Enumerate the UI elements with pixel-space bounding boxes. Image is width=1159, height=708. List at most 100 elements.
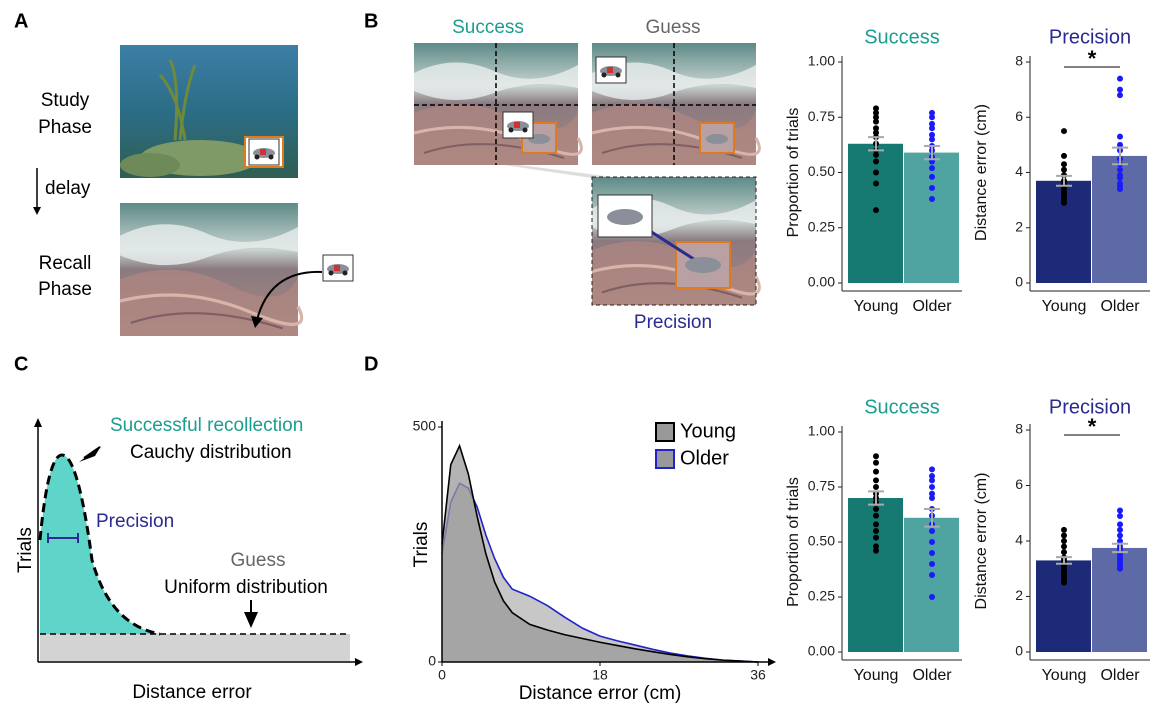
bar: [848, 498, 903, 652]
x-tick-label: 36: [750, 667, 766, 683]
y-tick-label: 2: [1015, 587, 1023, 603]
mixture-diagram: [34, 418, 363, 666]
diagram-label: Successful recollection: [110, 415, 303, 436]
y-tick-label: 0.25: [808, 588, 835, 604]
car-body: [607, 209, 643, 225]
bar: [848, 143, 903, 283]
car-body: [685, 257, 721, 273]
data-point: [929, 495, 935, 501]
diagram-label: Guess: [231, 550, 286, 571]
density-line: [441, 443, 759, 663]
data-point: [873, 109, 879, 116]
data-point: [929, 473, 935, 479]
data-point: [1061, 579, 1067, 586]
y-tick-label: 8: [1015, 421, 1023, 437]
data-point: [929, 572, 935, 578]
diagram-label: Uniform distribution: [164, 577, 328, 598]
delay-label: delay: [45, 178, 91, 199]
data-point: [873, 105, 879, 112]
data-point: [929, 594, 935, 600]
data-point: [1117, 538, 1123, 544]
data-point: [873, 114, 879, 121]
data-point: [929, 490, 935, 497]
error-bar: [1056, 556, 1072, 565]
arrow-head: [251, 316, 263, 328]
area-fill: [442, 483, 758, 662]
y-axis-label: Trials: [15, 527, 36, 573]
y-tick-label: 0.75: [808, 108, 835, 124]
x-axis-label: Distance error (cm): [519, 683, 682, 704]
y-tick-label: 0.00: [808, 274, 835, 290]
y-axis-label: Proportion of trials: [785, 108, 802, 238]
phase-label: Recall: [39, 253, 92, 274]
y-tick-label: 500: [413, 418, 437, 434]
data-point: [1061, 199, 1067, 206]
error-bar: [1112, 146, 1128, 166]
data-point: [1061, 161, 1067, 168]
arrow-head: [768, 658, 776, 666]
data-point: [873, 207, 879, 214]
legend-label: Older: [680, 447, 729, 469]
data-point: [873, 468, 879, 475]
error-bar: [924, 508, 940, 528]
data-point: [873, 151, 879, 158]
x-tick-label: 0: [438, 667, 446, 683]
image-title: Success: [452, 17, 524, 38]
error-bar: [924, 144, 940, 161]
y-axis-label: Trials: [411, 522, 432, 568]
data-point: [1061, 166, 1067, 173]
chart-title: Success: [864, 396, 940, 418]
data-point: [873, 512, 879, 519]
data-point: [1117, 532, 1123, 539]
bar: [904, 517, 959, 652]
car-icon: [595, 56, 627, 84]
data-point: [929, 484, 935, 490]
data-point: [873, 459, 879, 466]
x-tick-label: Older: [1100, 667, 1140, 684]
x-tick-label: Older: [912, 667, 952, 684]
data-point: [929, 114, 935, 121]
bar: [904, 152, 959, 283]
diagram-label: Precision: [96, 511, 174, 532]
study-image: [120, 45, 298, 178]
data-point: [873, 129, 879, 136]
data-point: [929, 539, 935, 545]
data-point: [929, 528, 935, 534]
significance-label: *: [1088, 414, 1097, 439]
data-point: [1117, 133, 1123, 140]
car-icon: [502, 111, 534, 139]
x-tick-label: Young: [854, 298, 899, 315]
panel-label: A: [14, 10, 28, 32]
data-point: [1117, 507, 1123, 514]
y-axis-label: Distance error (cm): [973, 473, 990, 610]
y-tick-label: 8: [1015, 53, 1023, 69]
data-point: [929, 173, 935, 180]
data-point: [1117, 526, 1123, 533]
data-point: [929, 466, 935, 473]
data-point: [929, 550, 935, 556]
x-axis-label: Distance error: [132, 682, 252, 703]
data-point: [1117, 92, 1123, 99]
image-title: Precision: [634, 312, 712, 333]
data-point: [873, 158, 879, 165]
y-tick-label: 0.25: [808, 218, 835, 234]
error-bar: [1056, 174, 1072, 187]
y-tick-label: 0: [1015, 643, 1023, 659]
data-point: [873, 534, 879, 541]
data-point: [1117, 166, 1123, 173]
significance-label: *: [1088, 46, 1097, 71]
phase-label: Phase: [38, 117, 92, 138]
data-point: [873, 453, 879, 460]
data-point: [929, 184, 935, 191]
data-point: [1117, 86, 1123, 93]
zoom-wedge: [504, 165, 620, 178]
y-tick-label: 4: [1015, 532, 1023, 548]
data-point: [1117, 175, 1123, 182]
error-bar: [868, 490, 884, 506]
y-tick-label: 4: [1015, 163, 1023, 179]
y-tick-label: 6: [1015, 476, 1023, 492]
data-point: [1117, 565, 1123, 572]
data-point: [873, 477, 879, 484]
data-point: [873, 180, 879, 187]
y-tick-label: 0.00: [808, 643, 835, 659]
